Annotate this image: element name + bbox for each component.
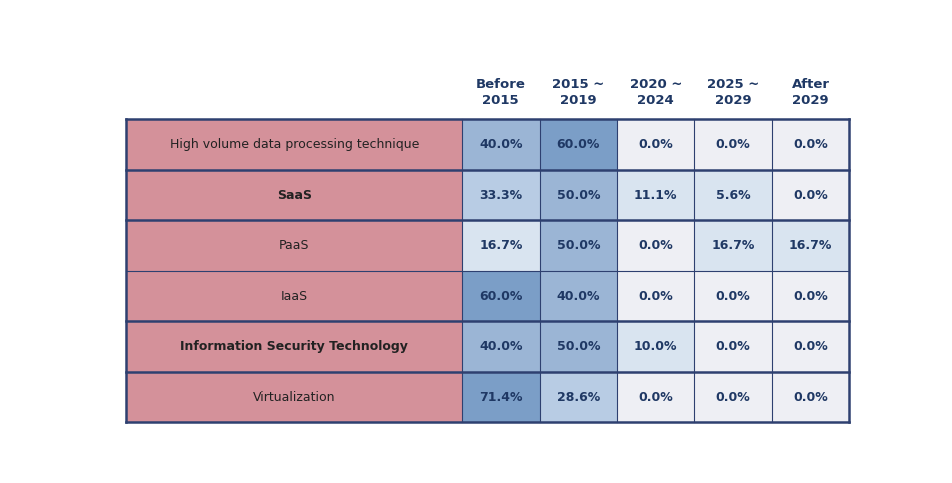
Text: 0.0%: 0.0% xyxy=(716,138,750,151)
Bar xyxy=(772,119,849,170)
Bar xyxy=(695,220,772,271)
Text: IaaS: IaaS xyxy=(281,290,307,303)
Text: 0.0%: 0.0% xyxy=(639,138,673,151)
Bar xyxy=(772,220,849,271)
Bar xyxy=(540,372,617,423)
Text: High volume data processing technique: High volume data processing technique xyxy=(169,138,419,151)
Text: Before
2015: Before 2015 xyxy=(476,78,526,107)
Bar xyxy=(127,271,462,321)
Text: 11.1%: 11.1% xyxy=(634,188,678,201)
Bar xyxy=(695,321,772,372)
Text: 16.7%: 16.7% xyxy=(479,239,523,252)
Text: 40.0%: 40.0% xyxy=(479,340,523,353)
Bar xyxy=(127,220,462,271)
Bar xyxy=(617,220,695,271)
Text: 60.0%: 60.0% xyxy=(557,138,600,151)
Bar xyxy=(617,321,695,372)
Bar xyxy=(462,372,540,423)
Bar xyxy=(772,372,849,423)
Text: After
2029: After 2029 xyxy=(792,78,830,107)
Bar xyxy=(695,119,772,170)
Bar xyxy=(772,321,849,372)
Text: 0.0%: 0.0% xyxy=(793,290,828,303)
Bar xyxy=(695,372,772,423)
Bar xyxy=(127,321,462,372)
Bar xyxy=(540,271,617,321)
Bar xyxy=(127,170,462,220)
Text: 2025 ~
2029: 2025 ~ 2029 xyxy=(707,78,760,107)
Text: 0.0%: 0.0% xyxy=(793,188,828,201)
Text: 5.6%: 5.6% xyxy=(716,188,750,201)
Bar xyxy=(617,271,695,321)
Text: 0.0%: 0.0% xyxy=(716,340,750,353)
Bar xyxy=(462,119,540,170)
Text: SaaS: SaaS xyxy=(277,188,311,201)
Text: 50.0%: 50.0% xyxy=(557,239,600,252)
Bar xyxy=(617,372,695,423)
Bar xyxy=(540,220,617,271)
Text: 0.0%: 0.0% xyxy=(793,391,828,404)
Bar xyxy=(127,119,462,170)
Text: 0.0%: 0.0% xyxy=(639,239,673,252)
Bar xyxy=(462,220,540,271)
Bar xyxy=(540,321,617,372)
Text: 16.7%: 16.7% xyxy=(711,239,755,252)
Text: 0.0%: 0.0% xyxy=(639,391,673,404)
Text: 50.0%: 50.0% xyxy=(557,188,600,201)
Bar xyxy=(772,170,849,220)
Text: 16.7%: 16.7% xyxy=(789,239,832,252)
Text: 28.6%: 28.6% xyxy=(557,391,600,404)
Text: 0.0%: 0.0% xyxy=(639,290,673,303)
Text: 60.0%: 60.0% xyxy=(479,290,523,303)
Bar xyxy=(695,170,772,220)
Text: PaaS: PaaS xyxy=(279,239,309,252)
Bar xyxy=(772,271,849,321)
Bar xyxy=(462,321,540,372)
Text: 0.0%: 0.0% xyxy=(793,340,828,353)
Text: 71.4%: 71.4% xyxy=(479,391,523,404)
Text: 2020 ~
2024: 2020 ~ 2024 xyxy=(629,78,682,107)
Bar xyxy=(617,119,695,170)
Bar xyxy=(617,170,695,220)
Bar xyxy=(462,170,540,220)
Text: 40.0%: 40.0% xyxy=(557,290,600,303)
Text: 0.0%: 0.0% xyxy=(793,138,828,151)
Text: 0.0%: 0.0% xyxy=(716,290,750,303)
Text: 0.0%: 0.0% xyxy=(716,391,750,404)
Text: 40.0%: 40.0% xyxy=(479,138,523,151)
Bar xyxy=(540,119,617,170)
Bar xyxy=(540,170,617,220)
Text: Information Security Technology: Information Security Technology xyxy=(180,340,408,353)
Text: 33.3%: 33.3% xyxy=(479,188,523,201)
Text: 10.0%: 10.0% xyxy=(634,340,678,353)
Bar xyxy=(127,372,462,423)
Text: 2015 ~
2019: 2015 ~ 2019 xyxy=(552,78,605,107)
Text: Virtualization: Virtualization xyxy=(253,391,335,404)
Bar xyxy=(462,271,540,321)
Bar xyxy=(695,271,772,321)
Text: 50.0%: 50.0% xyxy=(557,340,600,353)
